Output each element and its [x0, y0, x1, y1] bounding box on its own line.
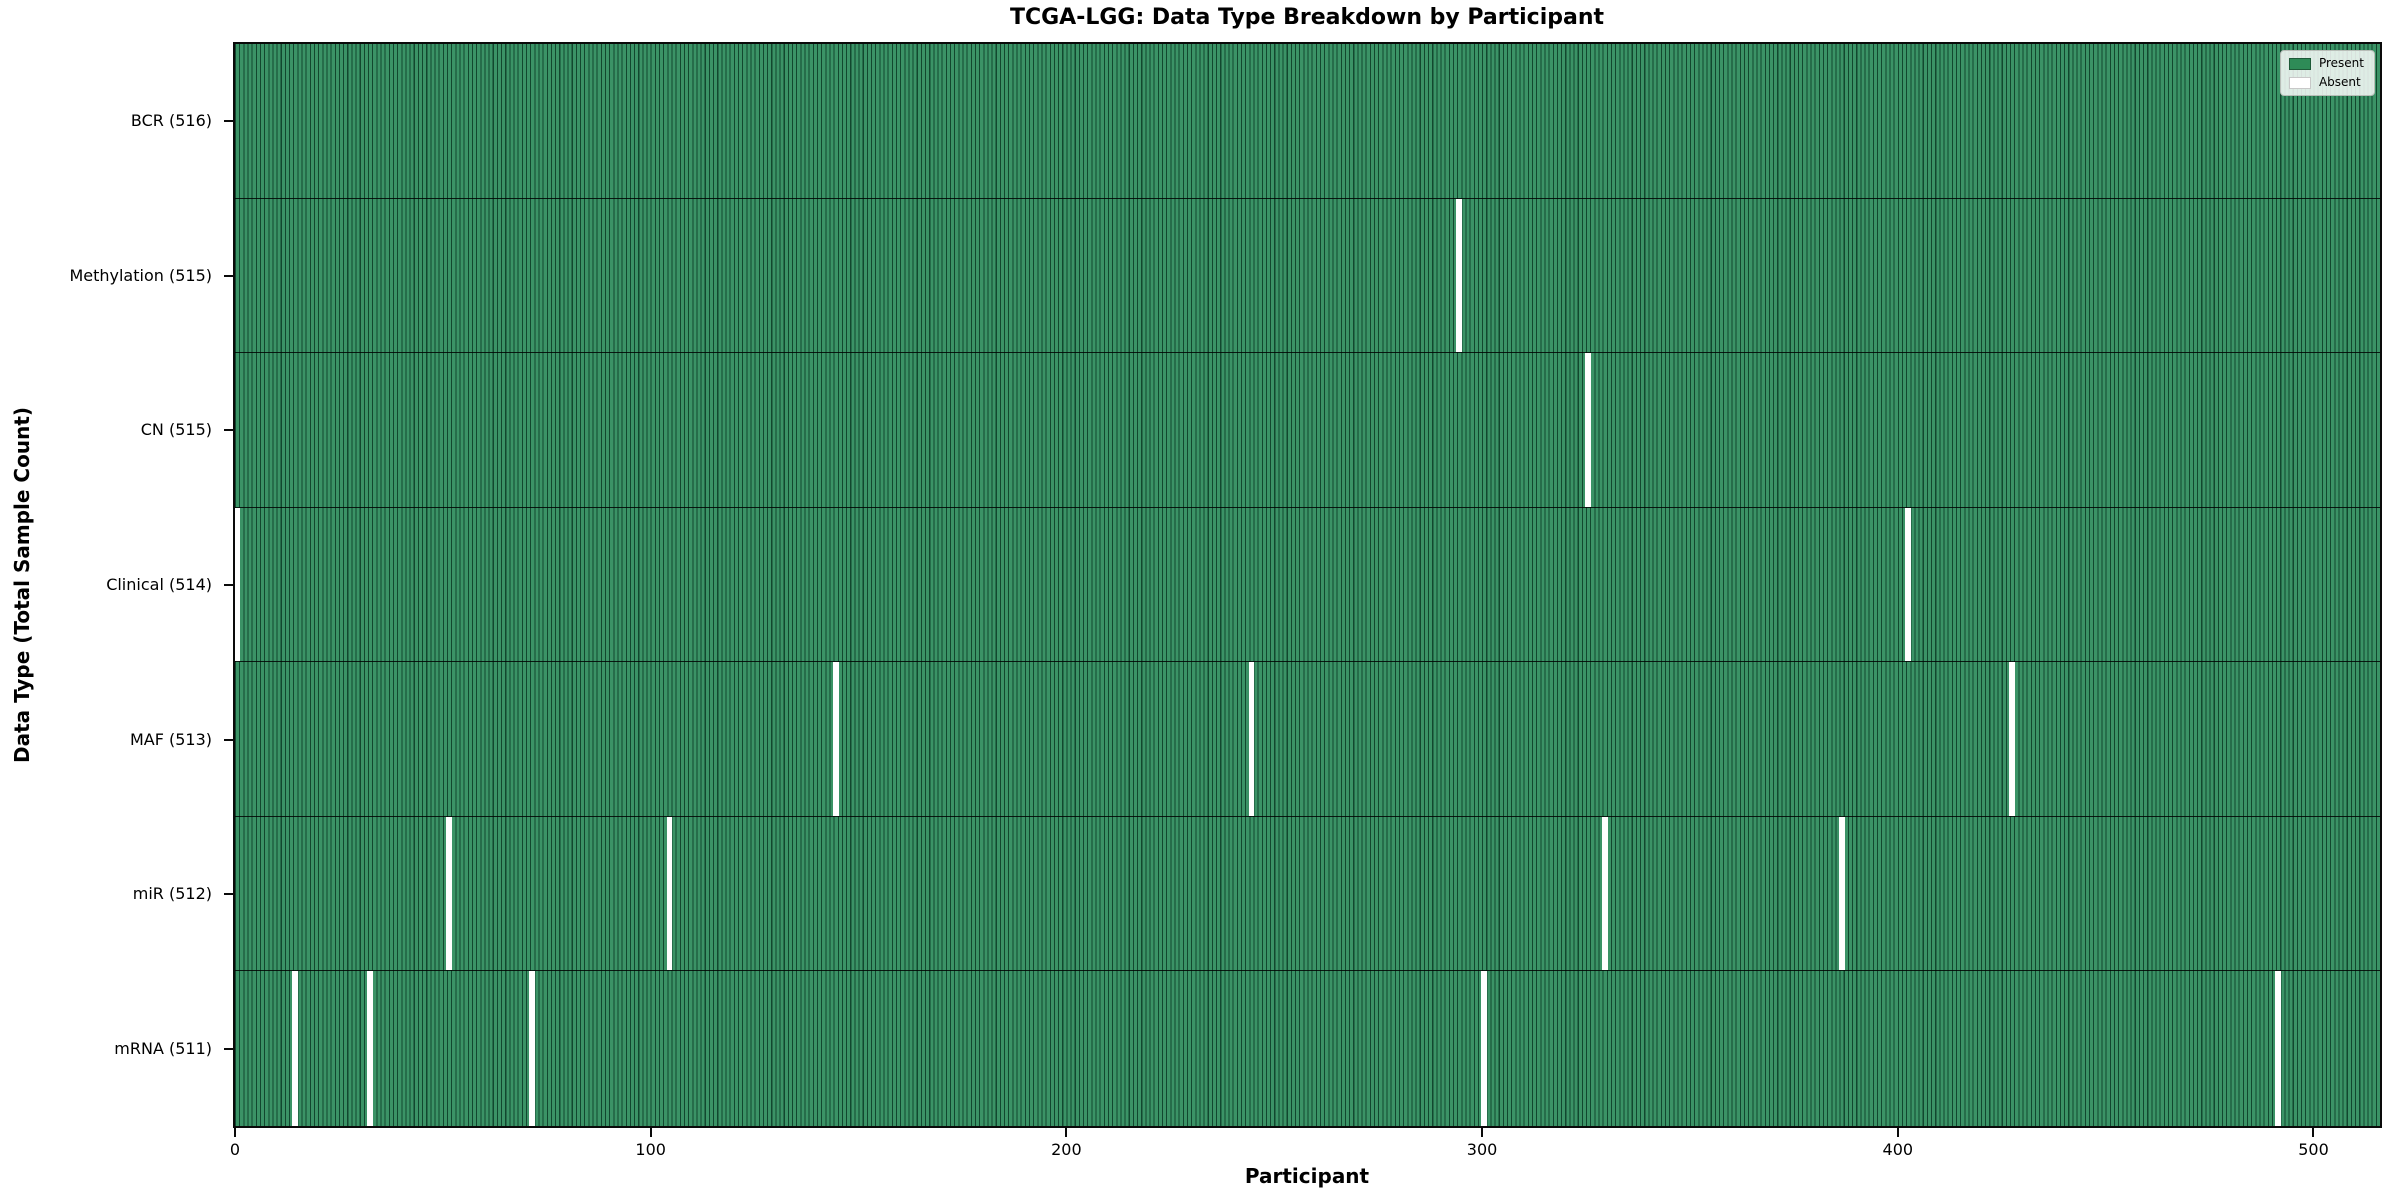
y-tick-label: Clinical (514) — [106, 575, 212, 594]
x-tick-label: 300 — [1466, 1140, 1498, 1159]
absent-gap — [1601, 816, 1608, 971]
absent-gap — [1838, 816, 1845, 971]
legend-entry-absent: Absent — [2288, 75, 2364, 89]
plot-area: Present Absent — [233, 42, 2382, 1128]
absent-gap — [2275, 971, 2282, 1126]
x-tick-mark — [234, 1128, 236, 1137]
legend: Present Absent — [2279, 50, 2375, 96]
legend-present-label: Present — [2318, 56, 2364, 70]
heatmap-row-CN — [235, 353, 2380, 508]
y-tick-mark — [224, 1047, 233, 1050]
absent-gap — [666, 816, 673, 971]
absent-gap — [446, 816, 452, 971]
absent-gap — [529, 971, 536, 1126]
y-tick-label: MAF (513) — [129, 729, 212, 749]
absent-gap — [1481, 971, 1488, 1126]
absent-gap — [832, 662, 839, 816]
x-tick-label: 400 — [1882, 1140, 1914, 1159]
y-tick-label: Methylation (515) — [69, 265, 212, 285]
legend-present-swatch-icon — [2288, 57, 2311, 70]
x-tick-mark — [649, 1128, 652, 1137]
absent-gap — [1248, 662, 1255, 816]
absent-gap — [235, 507, 240, 662]
x-tick-mark — [1481, 1128, 1484, 1137]
x-tick-mark — [1896, 1128, 1899, 1137]
y-tick-label: BCR (516) — [130, 111, 212, 131]
absent-gap — [1456, 198, 1463, 353]
heatmap-row-BCR — [235, 44, 2380, 199]
heatmap-row-Clinical — [235, 507, 2380, 663]
legend-absent-label: Absent — [2318, 75, 2361, 89]
y-tick-label: mRNA (511) — [114, 1038, 212, 1058]
legend-entry-present: Present — [2288, 56, 2364, 70]
x-tick-label: 200 — [1051, 1140, 1082, 1159]
chart-title: TCGA-LGG: Data Type Breakdown by Partici… — [1009, 5, 1605, 30]
y-tick-mark — [224, 738, 233, 741]
x-tick-label: 100 — [635, 1140, 666, 1159]
y-tick-mark — [224, 274, 233, 277]
x-tick-mark — [2312, 1128, 2315, 1137]
absent-gap — [367, 971, 373, 1126]
heatmap-row-Methylation — [235, 198, 2380, 354]
y-tick-mark — [224, 120, 233, 123]
heatmap-row-miR — [235, 816, 2380, 972]
absent-gap — [292, 971, 299, 1126]
y-tick-label: miR (512) — [132, 884, 212, 904]
x-tick-label: 0 — [229, 1140, 241, 1159]
y-tick-mark — [224, 584, 233, 586]
absent-gap — [2009, 662, 2015, 816]
absent-gap — [1905, 507, 1912, 662]
heatmap-row-mRNA — [235, 971, 2380, 1126]
y-tick-label: CN (515) — [140, 420, 212, 440]
x-axis-title: Participant — [1244, 1164, 1370, 1188]
x-tick-label: 500 — [2298, 1140, 2329, 1159]
y-tick-mark — [224, 893, 233, 896]
y-tick-mark — [224, 429, 233, 432]
heatmap-row-MAF — [235, 662, 2380, 817]
absent-gap — [1585, 353, 1591, 507]
legend-absent-swatch-icon — [2288, 76, 2311, 89]
x-tick-mark — [1065, 1128, 1068, 1137]
